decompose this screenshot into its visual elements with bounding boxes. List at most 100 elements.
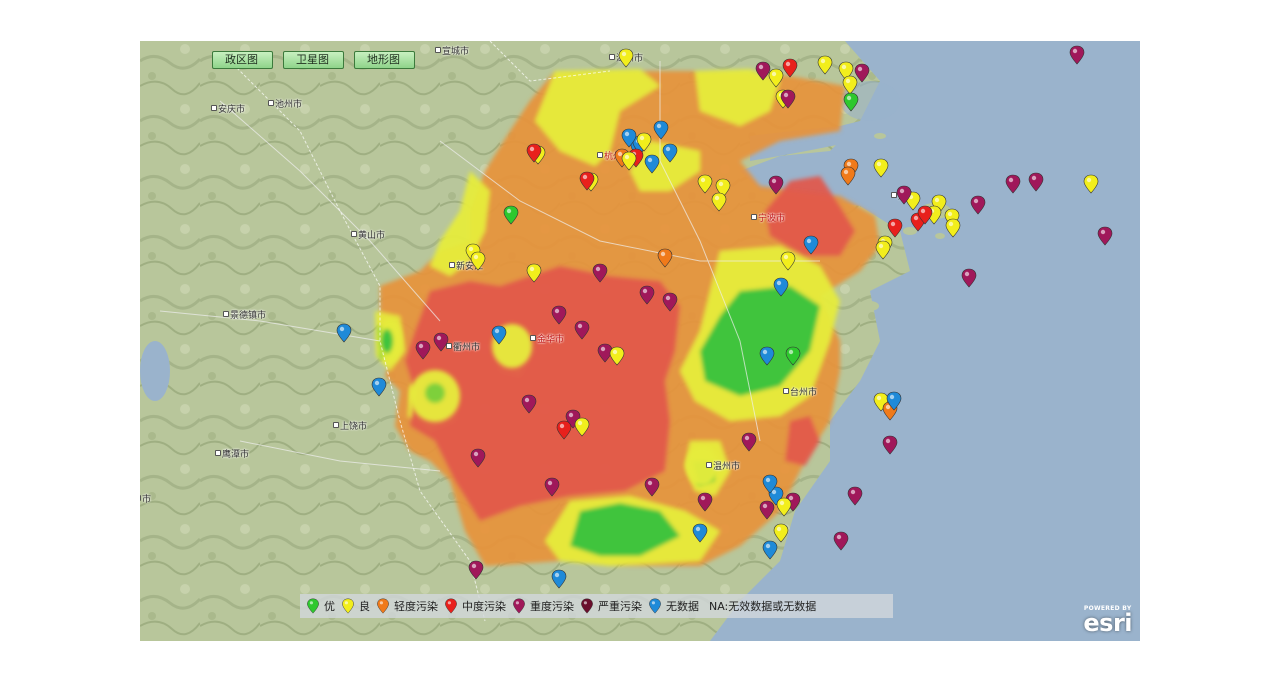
place-label: 上饶市 (332, 419, 367, 432)
place-label: 杭州 (596, 149, 622, 162)
marker-green-icon (307, 598, 319, 614)
marker-yellow-icon[interactable] (697, 174, 713, 194)
marker-purple-icon[interactable] (415, 340, 431, 360)
marker-yellow-icon[interactable] (526, 263, 542, 283)
marker-blue-icon[interactable] (886, 391, 902, 411)
marker-blue-icon[interactable] (644, 154, 660, 174)
marker-yellow-icon[interactable] (574, 417, 590, 437)
terrain-map-button[interactable]: 地形图 (354, 51, 415, 69)
marker-blue-icon (649, 598, 661, 614)
marker-blue-icon[interactable] (621, 128, 637, 148)
marker-purple-icon[interactable] (697, 492, 713, 512)
marker-yellow-icon[interactable] (780, 251, 796, 271)
marker-yellow-icon[interactable] (470, 251, 486, 271)
marker-yellow-icon[interactable] (609, 346, 625, 366)
marker-yellow-icon[interactable] (711, 192, 727, 212)
marker-purple-icon[interactable] (780, 89, 796, 109)
marker-blue-icon[interactable] (653, 120, 669, 140)
marker-orange-icon[interactable] (657, 248, 673, 268)
marker-yellow-icon[interactable] (842, 75, 858, 95)
marker-purple-icon[interactable] (1028, 172, 1044, 192)
marker-red-icon[interactable] (782, 58, 798, 78)
place-label: 景德镇市 (222, 308, 266, 321)
legend-item-moderate: 中度污染 (444, 598, 506, 614)
marker-blue-icon[interactable] (773, 277, 789, 297)
marker-yellow-icon[interactable] (621, 151, 637, 171)
marker-blue-icon[interactable] (551, 569, 567, 589)
marker-purple-icon[interactable] (1069, 45, 1085, 65)
marker-purple-icon[interactable] (544, 477, 560, 497)
marker-red-icon[interactable] (556, 420, 572, 440)
marker-yellow-icon[interactable] (768, 68, 784, 88)
marker-blue-icon[interactable] (762, 540, 778, 560)
marker-red-icon[interactable] (887, 218, 903, 238)
marker-purple-icon[interactable] (639, 285, 655, 305)
marker-yellow-icon[interactable] (776, 497, 792, 517)
legend-note: NA:无效数据或无数据 (709, 600, 817, 613)
marker-green-icon[interactable] (503, 205, 519, 225)
marker-yellow-icon (342, 598, 354, 614)
place-label: 台州市 (782, 385, 817, 398)
marker-purple-icon[interactable] (741, 432, 757, 452)
marker-green-icon[interactable] (785, 346, 801, 366)
marker-yellow-icon[interactable] (618, 48, 634, 68)
marker-purple-icon[interactable] (470, 448, 486, 468)
legend-label: 良 (359, 600, 370, 613)
place-label: 鹰潭市 (214, 447, 249, 460)
marker-yellow-icon[interactable] (875, 240, 891, 260)
place-label: 衢州市 (445, 340, 480, 353)
marker-purple-icon[interactable] (961, 268, 977, 288)
lake-taihu (840, 81, 900, 121)
marker-blue-icon[interactable] (762, 474, 778, 494)
marker-purple-icon[interactable] (759, 500, 775, 520)
marker-blue-icon[interactable] (803, 235, 819, 255)
marker-purple-icon[interactable] (592, 263, 608, 283)
marker-blue-icon[interactable] (759, 346, 775, 366)
marker-blue-icon[interactable] (371, 377, 387, 397)
esri-logo[interactable]: POWERED BY esri (1083, 605, 1132, 635)
marker-yellow-icon[interactable] (817, 55, 833, 75)
marker-purple-icon[interactable] (847, 486, 863, 506)
marker-yellow-icon[interactable] (945, 218, 961, 238)
marker-purple-icon[interactable] (433, 332, 449, 352)
marker-purple-icon[interactable] (1005, 174, 1021, 194)
marker-purple-icon[interactable] (970, 195, 986, 215)
marker-purple-icon[interactable] (896, 185, 912, 205)
marker-purple-icon[interactable] (662, 292, 678, 312)
marker-purple-icon[interactable] (468, 560, 484, 580)
marker-purple-icon[interactable] (1097, 226, 1113, 246)
satellite-map-button[interactable]: 卫星图 (283, 51, 344, 69)
marker-purple-icon[interactable] (768, 175, 784, 195)
marker-purple-icon[interactable] (574, 320, 590, 340)
marker-purple-icon[interactable] (755, 61, 771, 81)
place-label: 温州市 (705, 459, 740, 472)
map-view[interactable]: 政区图 卫星图 地形图 湖州市 宣城市 安庆市 池州市 杭州 宁波市 舟山 黄山… (140, 41, 1140, 641)
marker-yellow-icon[interactable] (636, 132, 652, 152)
marker-purple-icon[interactable] (833, 531, 849, 551)
legend-label: 无数据 (666, 600, 699, 613)
marker-blue-icon[interactable] (336, 323, 352, 343)
marker-purple-icon[interactable] (597, 343, 613, 363)
marker-yellow-icon[interactable] (1083, 174, 1099, 194)
marker-blue-icon[interactable] (491, 325, 507, 345)
marker-red-icon[interactable] (526, 143, 542, 163)
marker-red-icon[interactable] (579, 171, 595, 191)
admin-map-button[interactable]: 政区图 (212, 51, 273, 69)
marker-orange-icon[interactable] (840, 166, 856, 186)
marker-purple-icon[interactable] (551, 305, 567, 325)
marker-yellow-icon[interactable] (773, 523, 789, 543)
marker-purple-icon[interactable] (521, 394, 537, 414)
marker-blue-icon[interactable] (692, 523, 708, 543)
marker-red-icon[interactable] (917, 205, 933, 225)
marker-purple-icon[interactable] (882, 435, 898, 455)
marker-purple-icon[interactable] (644, 477, 660, 497)
powered-by-text: POWERED BY (1083, 605, 1132, 612)
legend-item-good: 良 (341, 598, 370, 614)
marker-blue-icon[interactable] (662, 143, 678, 163)
marker-yellow-icon[interactable] (873, 158, 889, 178)
marker-purple-icon[interactable] (854, 63, 870, 83)
place-label: 池州市 (267, 97, 302, 110)
place-label: 新安江 (448, 259, 483, 272)
legend-item-excellent: 优 (306, 598, 335, 614)
marker-green-icon[interactable] (843, 92, 859, 112)
